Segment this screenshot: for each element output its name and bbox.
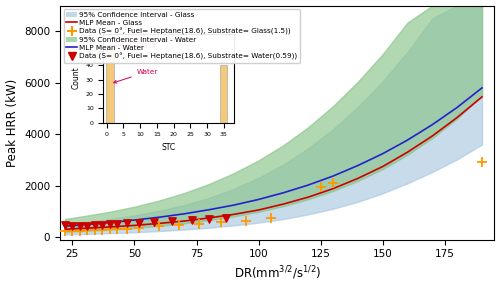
Point [90,228,98,232]
Point [175,223,183,228]
Point [242,218,250,223]
Point [84,223,92,228]
Point [106,222,114,227]
Point [98,228,106,232]
Point [218,220,226,225]
Point [267,215,275,220]
Point [156,224,164,229]
X-axis label: DR(mm$^{3/2}$/s$^{1/2}$): DR(mm$^{3/2}$/s$^{1/2}$) [234,265,321,283]
Point [106,227,114,232]
Point [90,223,98,228]
Legend: 95% Confidence Interval - Glass, MLP Mean - Glass, Data (S= 0°, Fuel= Heptane(18: 95% Confidence Interval - Glass, MLP Mea… [64,9,300,62]
Point [123,226,131,231]
Point [188,218,196,222]
Point [98,223,106,228]
Point [84,228,92,233]
Point [222,216,230,221]
Point [123,221,131,226]
Point [68,223,76,228]
Point [76,224,84,228]
Point [76,228,84,233]
Y-axis label: Peak HRR (kW): Peak HRR (kW) [6,78,18,167]
Point [136,226,143,230]
Point [195,221,203,226]
Point [478,160,486,165]
Point [113,227,121,231]
Point [329,181,337,185]
Point [61,229,69,233]
Point [113,221,121,226]
Point [61,223,69,228]
Point [205,217,213,221]
Point [136,220,143,225]
Point [150,219,158,224]
Point [316,185,324,189]
Point [168,219,175,223]
Point [68,228,76,233]
